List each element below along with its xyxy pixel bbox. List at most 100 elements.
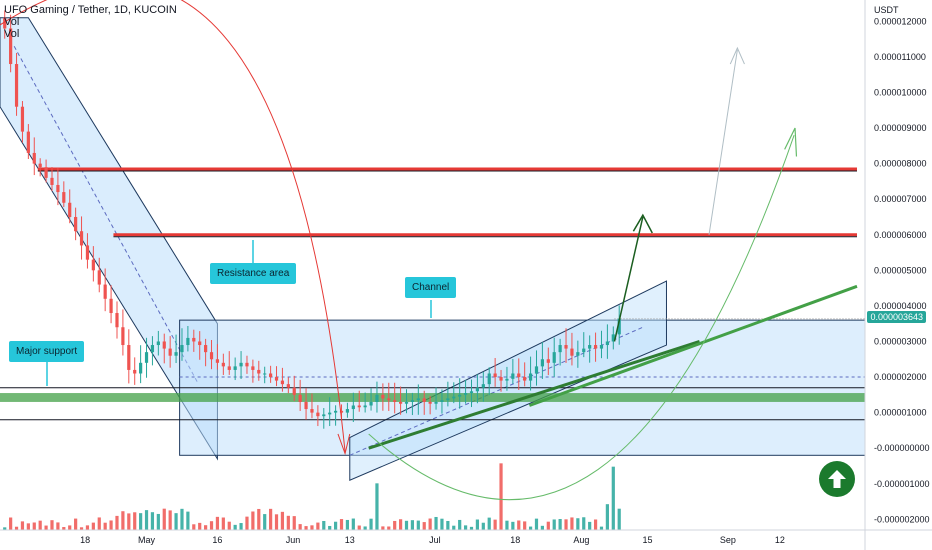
volume-bar xyxy=(393,520,397,530)
y-tick-label: 0.000010000 xyxy=(874,87,927,97)
candle-body xyxy=(233,366,237,370)
candle-body xyxy=(257,369,261,374)
candle-body xyxy=(263,373,267,375)
target-arrow xyxy=(708,49,738,235)
x-tick-label: Sep xyxy=(720,535,736,545)
volume-bar xyxy=(334,521,338,530)
volume-bar xyxy=(499,463,503,530)
candles xyxy=(3,10,621,429)
candle-body xyxy=(14,64,19,107)
volume-bar xyxy=(540,525,544,530)
candle-body xyxy=(487,373,491,385)
volume-bar xyxy=(357,525,361,530)
channel-callout[interactable]: Channel xyxy=(405,277,457,298)
volume-bar xyxy=(582,517,586,530)
volume-bar xyxy=(56,522,60,530)
candle-body xyxy=(463,393,468,395)
candle-body xyxy=(251,366,255,370)
candle-body xyxy=(20,106,25,132)
long-uptrend-line xyxy=(528,284,858,407)
symbol-title[interactable]: UFO Gaming / Tether, 1D, KUCOIN xyxy=(4,4,177,16)
candle-body xyxy=(50,177,54,185)
volume-bar xyxy=(133,512,137,530)
volume-label-1[interactable]: Vol xyxy=(4,16,20,28)
candle-body xyxy=(499,377,503,381)
candle-body xyxy=(245,362,249,367)
candle-body xyxy=(570,348,574,356)
candle-body xyxy=(274,377,279,381)
breakout-arrow xyxy=(613,216,644,342)
volume-bar xyxy=(62,527,66,530)
candle-body xyxy=(458,394,462,397)
candle-body xyxy=(133,369,137,374)
volume-bar xyxy=(192,524,196,530)
volume-bar xyxy=(375,483,379,530)
descending-channel-mid xyxy=(13,46,199,385)
volume-bar xyxy=(144,510,149,530)
volume-bar xyxy=(74,518,78,530)
candle-body xyxy=(280,380,285,385)
volume-bar xyxy=(617,508,621,530)
y-tick-label: 0.000004000 xyxy=(874,301,927,311)
volume-bar xyxy=(97,517,101,530)
volume-bars xyxy=(3,463,621,530)
y-tick-label: 0.000005000 xyxy=(874,265,927,275)
candle-body xyxy=(209,352,214,360)
candle-body xyxy=(505,378,509,381)
candle-body xyxy=(139,362,143,374)
candle-body xyxy=(174,352,178,356)
y-tick-label: 0.000011000 xyxy=(874,52,926,62)
candle-body xyxy=(351,405,355,410)
green-cup-arc xyxy=(368,135,795,501)
candle-body xyxy=(398,401,403,404)
volume-bar xyxy=(245,516,249,530)
volume-bar xyxy=(446,520,450,530)
candle-body xyxy=(611,334,615,342)
candle-body xyxy=(144,352,149,363)
volume-bar xyxy=(26,523,30,530)
volume-bar xyxy=(611,466,615,530)
candle-body xyxy=(517,373,521,378)
candle-body xyxy=(452,396,456,399)
candle-body xyxy=(481,384,485,388)
candle-body xyxy=(26,131,30,153)
candle-body xyxy=(127,345,131,370)
volume-bar xyxy=(274,514,279,530)
volume-bar xyxy=(168,510,172,530)
candle-body xyxy=(375,394,379,402)
resistance-callout[interactable]: Resistance area xyxy=(210,263,297,284)
candle-body xyxy=(198,341,202,346)
volume-bar xyxy=(85,525,90,530)
breakout-arrowhead xyxy=(632,213,653,234)
candle-body xyxy=(9,28,13,65)
candle-body xyxy=(292,387,296,395)
volume-bar xyxy=(469,526,474,530)
y-tick-label: -0.000001000 xyxy=(874,479,930,489)
candle-body xyxy=(381,394,385,399)
x-tick-label: 15 xyxy=(643,535,653,545)
candle-body xyxy=(599,345,604,349)
volume-bar xyxy=(50,520,54,530)
volume-bar xyxy=(434,516,438,530)
volume-bar xyxy=(310,525,314,530)
x-tick-label: 18 xyxy=(80,535,90,545)
volume-bar xyxy=(150,512,155,530)
volume-bar xyxy=(9,517,13,530)
candle-body xyxy=(528,373,533,381)
volume-bar xyxy=(387,526,391,530)
volume-bar xyxy=(404,520,409,530)
candle-body xyxy=(215,359,220,363)
candle-body xyxy=(339,410,344,413)
candle-body xyxy=(221,362,225,367)
volume-bar xyxy=(162,508,166,530)
major-support-callout[interactable]: Major support xyxy=(9,341,85,362)
volume-bar xyxy=(14,526,19,530)
up-arrow-badge[interactable] xyxy=(819,461,855,497)
y-tick-label: 0.000007000 xyxy=(874,194,927,204)
candle-body xyxy=(97,270,101,285)
y-tick-label: -0.000000000 xyxy=(874,443,930,453)
volume-bar xyxy=(121,511,125,530)
volume-label-2[interactable]: Vol xyxy=(4,28,20,40)
candle-body xyxy=(588,345,592,349)
volume-bar xyxy=(115,515,119,530)
